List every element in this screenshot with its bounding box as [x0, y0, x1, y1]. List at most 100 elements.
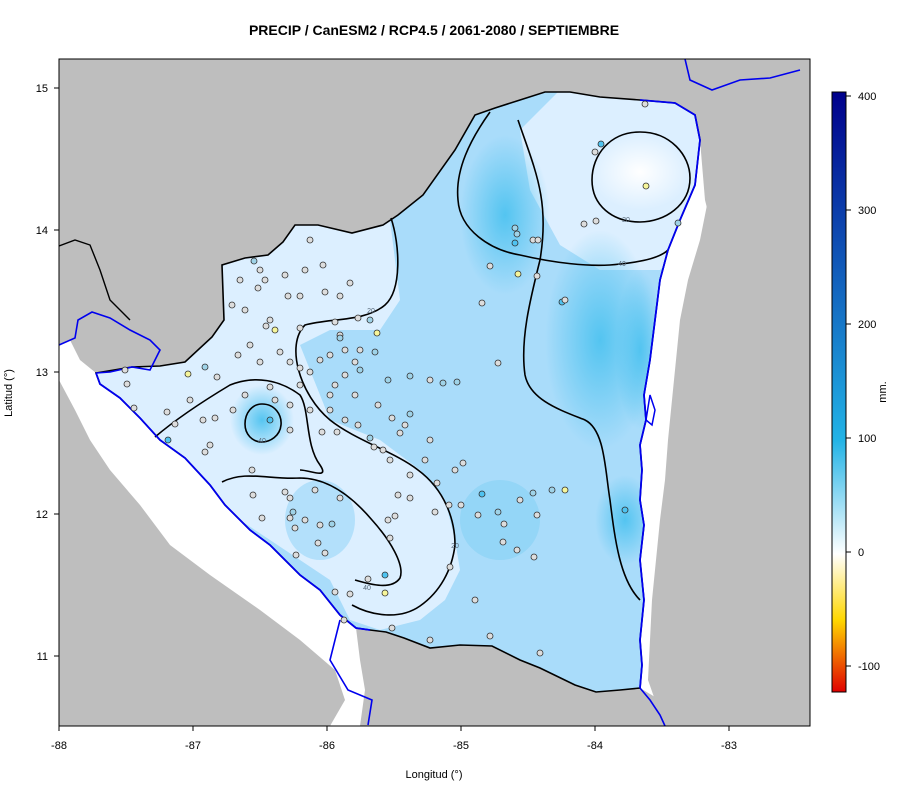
station-marker	[641, 100, 649, 108]
station-marker	[548, 486, 556, 494]
y-axis: 15 14 13 12 11	[36, 83, 59, 663]
x-tick-label: -87	[185, 740, 201, 752]
x-tick-label: -84	[587, 740, 603, 752]
contour-label: 20	[367, 308, 375, 315]
honduras-coast	[684, 59, 801, 91]
station-marker	[388, 414, 396, 422]
station-marker	[374, 401, 382, 409]
station-marker	[513, 230, 521, 238]
colorbar-tick-label: 0	[858, 547, 864, 559]
contour-20-west	[295, 217, 456, 616]
station-marker	[254, 284, 262, 292]
contour-40-sw	[221, 475, 402, 587]
contour-label: 40	[618, 261, 626, 268]
station-marker	[171, 420, 179, 428]
x-axis: -88 -87 -86 -85 -84 -83	[51, 726, 737, 752]
station-marker	[121, 366, 129, 374]
caribbean-east-land	[648, 59, 810, 726]
station-marker	[381, 571, 389, 579]
costa-rica-land	[356, 628, 670, 726]
lake-outline	[645, 394, 656, 427]
y-tick-label: 11	[37, 651, 48, 663]
station-marker	[271, 326, 279, 334]
station-marker	[356, 346, 364, 354]
station-marker	[281, 271, 289, 279]
x-axis-label: Longitud (°)	[406, 769, 463, 781]
station-marker	[341, 371, 349, 379]
station-marker	[331, 588, 339, 596]
station-marker	[291, 524, 299, 532]
station-marker	[536, 649, 544, 657]
station-marker	[206, 441, 214, 449]
station-marker	[364, 575, 372, 583]
station-marker	[533, 272, 541, 280]
contour-40-north	[456, 111, 669, 267]
station-marker	[292, 551, 300, 559]
station-marker	[457, 501, 465, 509]
station-marker	[388, 624, 396, 632]
station-marker	[341, 416, 349, 424]
station-marker	[451, 466, 459, 474]
station-marker	[286, 494, 294, 502]
station-marker	[186, 396, 194, 404]
station-marker	[228, 301, 236, 309]
station-marker	[642, 182, 650, 190]
station-marker	[184, 370, 192, 378]
station-marker	[328, 520, 336, 528]
station-marker	[296, 364, 304, 372]
contour-label: 40	[363, 585, 371, 592]
station-marker	[580, 220, 588, 228]
y-tick-label: 14	[36, 225, 48, 237]
station-marker	[213, 373, 221, 381]
station-marker	[289, 508, 297, 516]
station-marker	[474, 511, 482, 519]
station-marker	[256, 266, 264, 274]
colorbar-unit-label: mm.	[877, 381, 889, 402]
station-marker	[453, 378, 461, 386]
station-marker	[433, 479, 441, 487]
colorbar: 400 300 200 100 0 -100 mm.	[831, 91, 889, 693]
station-marker	[406, 471, 414, 479]
station-marker	[446, 563, 454, 571]
station-marker	[296, 292, 304, 300]
station-marker	[426, 436, 434, 444]
station-marker	[494, 359, 502, 367]
plot-frame	[58, 58, 811, 727]
station-marker	[326, 351, 334, 359]
station-marker	[336, 334, 344, 342]
station-marker	[331, 318, 339, 326]
contour-20-ne	[591, 131, 691, 223]
station-marker	[478, 490, 486, 498]
station-marker	[426, 376, 434, 384]
x-tick-label: -85	[453, 740, 469, 752]
station-marker	[381, 589, 389, 597]
station-marker	[371, 348, 379, 356]
station-marker	[561, 486, 569, 494]
x-tick-label: -86	[319, 740, 335, 752]
station-marker	[286, 358, 294, 366]
station-marker	[445, 501, 453, 509]
contour-label: 20	[451, 543, 459, 550]
station-marker	[318, 428, 326, 436]
station-marker	[529, 489, 537, 497]
station-marker	[391, 512, 399, 520]
station-marker	[286, 514, 294, 522]
station-marker	[561, 296, 569, 304]
contour-label: 20	[622, 217, 630, 224]
station-marker	[250, 257, 258, 265]
honduras-border-line	[59, 239, 131, 321]
station-marker	[246, 341, 254, 349]
contour-labels: 20 40 20 40 40 20	[258, 217, 630, 592]
station-marker	[326, 406, 334, 414]
station-marker	[513, 546, 521, 554]
station-marker	[314, 539, 322, 547]
station-marker	[301, 266, 309, 274]
station-marker	[321, 288, 329, 296]
station-marker	[234, 351, 242, 359]
costa-rica-east-coast	[639, 687, 666, 726]
station-marker	[486, 632, 494, 640]
station-marker	[286, 426, 294, 434]
station-marker	[534, 236, 542, 244]
station-marker	[530, 553, 538, 561]
station-marker	[384, 376, 392, 384]
